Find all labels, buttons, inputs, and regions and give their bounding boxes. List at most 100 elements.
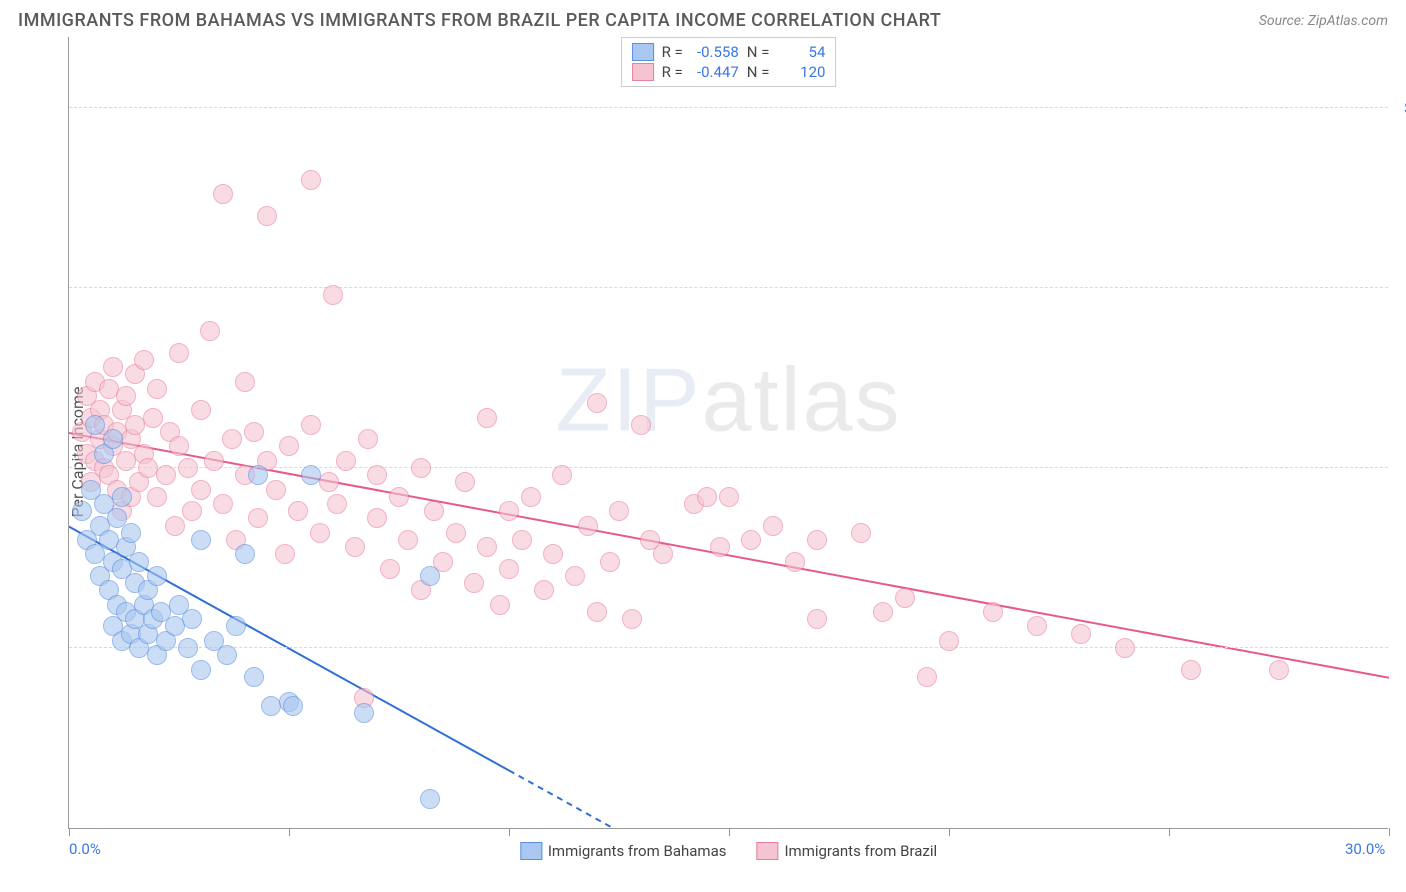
data-point-brazil	[191, 400, 211, 420]
data-point-brazil	[851, 523, 871, 543]
r-value: -0.447	[691, 63, 739, 81]
data-point-brazil	[653, 544, 673, 564]
watermark-part1: ZIP	[555, 350, 701, 450]
data-point-brazil	[191, 480, 211, 500]
data-point-brazil	[697, 487, 717, 507]
data-point-brazil	[235, 372, 255, 392]
plot-area: ZIPatlas R =-0.558N =54R =-0.447N =120 I…	[68, 37, 1388, 829]
n-label: N =	[747, 43, 770, 61]
data-point-brazil	[455, 472, 475, 492]
data-point-bahamas	[235, 544, 255, 564]
data-point-brazil	[279, 436, 299, 456]
data-point-brazil	[600, 552, 620, 572]
data-point-brazil	[1115, 638, 1135, 658]
data-point-brazil	[156, 465, 176, 485]
data-point-bahamas	[103, 429, 123, 449]
data-point-brazil	[477, 408, 497, 428]
data-point-brazil	[134, 350, 154, 370]
legend: Immigrants from BahamasImmigrants from B…	[520, 842, 937, 860]
source-attribution: Source: ZipAtlas.com	[1259, 13, 1388, 29]
data-point-brazil	[499, 501, 519, 521]
data-point-brazil	[147, 487, 167, 507]
data-point-brazil	[200, 321, 220, 341]
y-tick-label: $50,000	[1394, 459, 1406, 477]
data-point-brazil	[587, 602, 607, 622]
data-point-brazil	[446, 523, 466, 543]
x-tick	[289, 828, 290, 836]
data-point-brazil	[213, 494, 233, 514]
r-label: R =	[662, 43, 683, 61]
x-tick-label: 30.0%	[1345, 840, 1385, 858]
data-point-brazil	[543, 544, 563, 564]
data-point-brazil	[983, 602, 1003, 622]
data-point-brazil	[741, 530, 761, 550]
x-tick	[1389, 828, 1390, 836]
data-point-brazil	[587, 393, 607, 413]
y-tick-label: $25,000	[1394, 639, 1406, 657]
data-point-bahamas	[354, 703, 374, 723]
watermark-part2: atlas	[701, 350, 901, 450]
data-point-brazil	[424, 501, 444, 521]
swatch-brazil	[632, 63, 654, 81]
data-point-brazil	[367, 508, 387, 528]
data-point-brazil	[301, 415, 321, 435]
x-tick	[509, 828, 510, 836]
data-point-bahamas	[248, 465, 268, 485]
x-tick	[949, 828, 950, 836]
legend-item-brazil: Immigrants from Brazil	[756, 842, 937, 860]
data-point-brazil	[807, 530, 827, 550]
data-point-brazil	[248, 508, 268, 528]
y-tick-label: $100,000	[1394, 99, 1406, 117]
data-point-brazil	[147, 379, 167, 399]
r-label: R =	[662, 63, 683, 81]
data-point-brazil	[1269, 660, 1289, 680]
data-point-brazil	[609, 501, 629, 521]
data-point-brazil	[182, 501, 202, 521]
data-point-bahamas	[182, 609, 202, 629]
data-point-brazil	[169, 436, 189, 456]
swatch-brazil	[756, 842, 778, 860]
data-point-brazil	[1071, 624, 1091, 644]
data-point-bahamas	[244, 667, 264, 687]
data-point-brazil	[411, 458, 431, 478]
gridline	[69, 647, 1388, 648]
data-point-brazil	[464, 573, 484, 593]
data-point-brazil	[622, 609, 642, 629]
data-point-brazil	[165, 516, 185, 536]
data-point-brazil	[288, 501, 308, 521]
swatch-bahamas	[520, 842, 542, 860]
data-point-brazil	[266, 480, 286, 500]
data-point-brazil	[477, 537, 497, 557]
data-point-brazil	[367, 465, 387, 485]
chart-title: IMMIGRANTS FROM BAHAMAS VS IMMIGRANTS FR…	[18, 10, 941, 31]
n-label: N =	[747, 63, 770, 81]
data-point-bahamas	[420, 789, 440, 809]
data-point-brazil	[301, 170, 321, 190]
data-point-bahamas	[112, 487, 132, 507]
legend-label: Immigrants from Brazil	[784, 842, 937, 860]
correlation-stats-box: R =-0.558N =54R =-0.447N =120	[621, 37, 837, 87]
stats-row-brazil: R =-0.447N =120	[632, 62, 826, 82]
data-point-brazil	[895, 588, 915, 608]
data-point-brazil	[327, 494, 347, 514]
data-point-brazil	[116, 386, 136, 406]
data-point-brazil	[358, 429, 378, 449]
source-value: ZipAtlas.com	[1308, 13, 1388, 29]
data-point-bahamas	[129, 552, 149, 572]
data-point-brazil	[512, 530, 532, 550]
data-point-bahamas	[301, 465, 321, 485]
data-point-brazil	[257, 206, 277, 226]
gridline	[69, 107, 1388, 108]
data-point-brazil	[490, 595, 510, 615]
data-point-brazil	[631, 415, 651, 435]
data-point-brazil	[380, 559, 400, 579]
data-point-bahamas	[191, 660, 211, 680]
data-point-bahamas	[217, 645, 237, 665]
data-point-brazil	[103, 357, 123, 377]
data-point-brazil	[222, 429, 242, 449]
data-point-brazil	[534, 580, 554, 600]
data-point-brazil	[1181, 660, 1201, 680]
data-point-bahamas	[283, 696, 303, 716]
data-point-bahamas	[178, 638, 198, 658]
data-point-brazil	[785, 552, 805, 572]
